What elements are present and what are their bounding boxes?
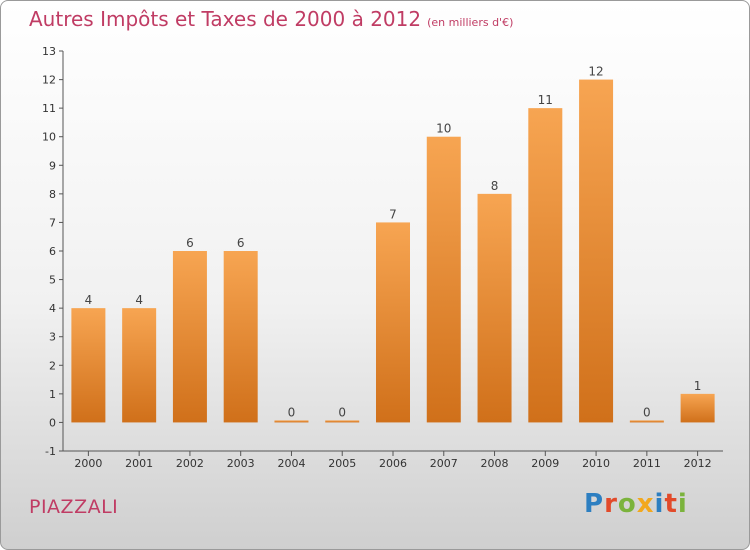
y-tick-label: 3 (49, 331, 56, 344)
data-label-2001: 4 (135, 293, 143, 307)
data-label-2004: 0 (288, 405, 296, 419)
y-tick-label: 4 (49, 302, 56, 315)
bar-2008 (477, 193, 512, 423)
proxiti-logo: Proxiti (584, 489, 688, 519)
bar-2001 (122, 308, 157, 423)
bar-2010 (579, 79, 614, 423)
data-label-2012: 1 (694, 379, 702, 393)
data-label-2005: 0 (338, 405, 346, 419)
logo-letter: o (617, 489, 637, 519)
x-tick-label: 2009 (531, 457, 559, 470)
data-label-2009: 11 (538, 93, 553, 107)
y-tick-label: 12 (42, 74, 56, 87)
chart-unit: (en milliers d'€) (427, 16, 514, 29)
data-label-2008: 8 (491, 179, 499, 193)
y-tick-label: 0 (49, 416, 56, 429)
y-tick-label: 13 (42, 45, 56, 58)
logo-letter: i (654, 489, 665, 519)
x-tick-label: 2000 (74, 457, 102, 470)
x-tick-label: 2007 (430, 457, 458, 470)
data-label-2000: 4 (85, 293, 93, 307)
data-label-2002: 6 (186, 236, 194, 250)
y-tick-label: 9 (49, 159, 56, 172)
bar-2003 (223, 251, 258, 423)
y-tick-label: 5 (49, 274, 56, 287)
logo-letter: P (584, 489, 605, 519)
y-tick-label: 2 (49, 359, 56, 372)
x-tick-label: 2012 (684, 457, 712, 470)
logo-letter: r (604, 489, 618, 519)
x-tick-label: 2011 (633, 457, 661, 470)
y-tick-label: 8 (49, 188, 56, 201)
bar-2002 (172, 251, 207, 423)
bar-2000 (71, 308, 106, 423)
logo-letter: x (636, 489, 655, 519)
bar-2007 (426, 136, 461, 423)
x-tick-label: 2001 (125, 457, 153, 470)
x-tick-label: 2002 (176, 457, 204, 470)
x-tick-label: 2010 (582, 457, 610, 470)
x-tick-label: 2008 (481, 457, 509, 470)
x-tick-label: 2004 (277, 457, 305, 470)
data-label-2007: 10 (436, 122, 451, 136)
y-tick-label: 11 (42, 102, 56, 115)
y-tick-label: 7 (49, 216, 56, 229)
data-label-2006: 7 (389, 207, 397, 221)
bar-2012 (680, 393, 715, 423)
x-tick-label: 2005 (328, 457, 356, 470)
logo-letter: t (664, 489, 678, 519)
data-label-2003: 6 (237, 236, 245, 250)
commune-name: PIAZZALI (29, 496, 119, 518)
bar-2005 (325, 420, 360, 423)
bar-2004 (274, 420, 309, 423)
x-tick-label: 2006 (379, 457, 407, 470)
data-label-2010: 12 (588, 65, 603, 79)
y-tick-label: 10 (42, 131, 56, 144)
chart-title: Autres Impôts et Taxes de 2000 à 2012 (en… (29, 7, 514, 31)
logo-letter: i (677, 489, 688, 519)
bar-2009 (528, 108, 563, 423)
y-tick-label: -1 (45, 445, 56, 458)
x-tick-label: 2003 (227, 457, 255, 470)
bar-2006 (376, 222, 410, 423)
data-label-2011: 0 (643, 405, 651, 419)
y-tick-label: 6 (49, 245, 56, 258)
y-tick-label: 1 (49, 388, 56, 401)
bar-2011 (629, 420, 664, 423)
